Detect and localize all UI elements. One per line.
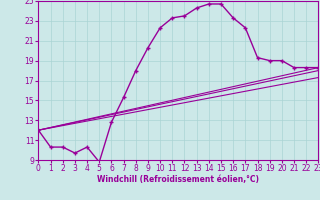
- X-axis label: Windchill (Refroidissement éolien,°C): Windchill (Refroidissement éolien,°C): [97, 175, 260, 184]
